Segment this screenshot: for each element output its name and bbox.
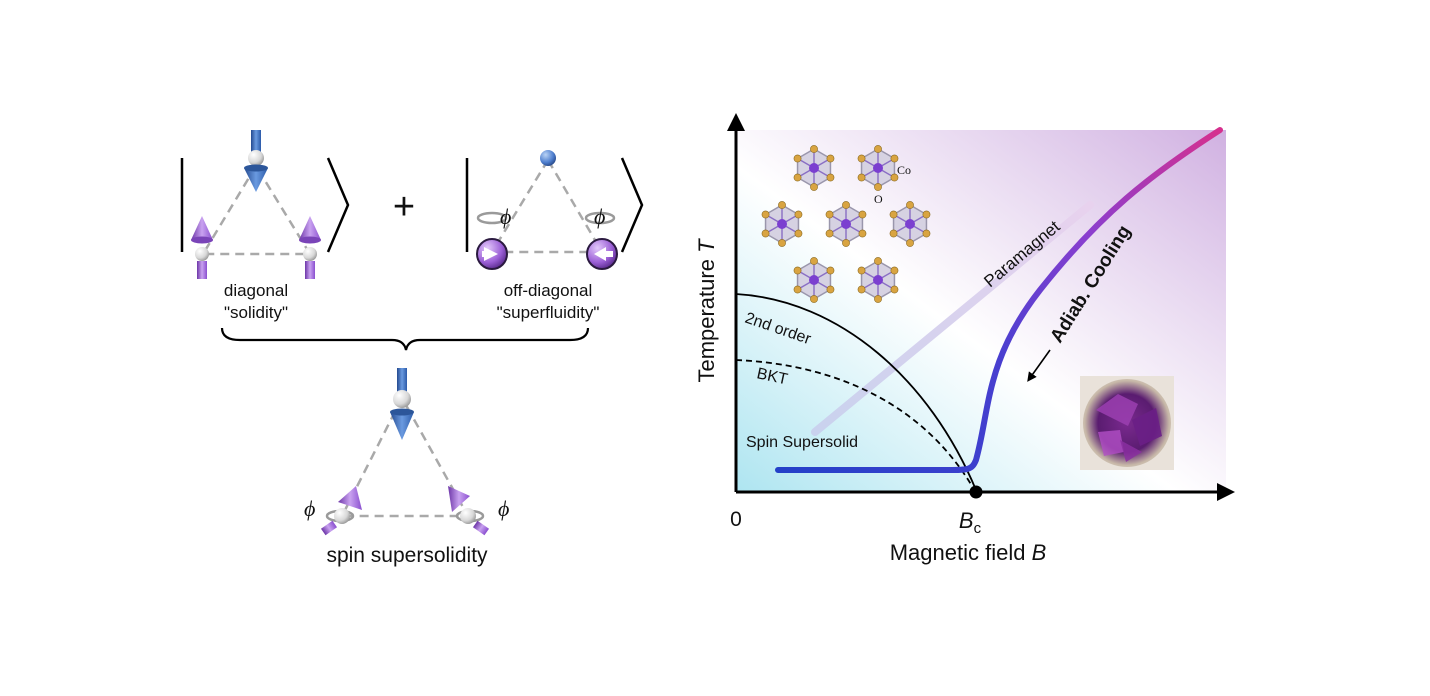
- arrow-left-icon: [594, 247, 606, 261]
- y-axis-label-group: Temperature T: [694, 238, 719, 383]
- diagonal-sub-label: "solidity": [224, 303, 288, 322]
- rotation-arrow-icon: [476, 211, 508, 225]
- phase-symbol: ϕ: [500, 204, 511, 229]
- critical-point: [969, 485, 983, 499]
- sample-photo: [1080, 376, 1174, 470]
- critical-field-label: Bc: [959, 508, 982, 537]
- coo6-unit-icon: [793, 257, 835, 303]
- paramagnet-line: [811, 201, 1094, 436]
- site-ball-top: [540, 150, 556, 166]
- dashed-triangle: [339, 395, 471, 518]
- spin-down-blue: [390, 368, 414, 440]
- curly-brace: [220, 327, 590, 351]
- spin-up-purple-right: [299, 216, 321, 279]
- dashed-triangle: [200, 163, 313, 256]
- rotation-arrow-icon: [584, 211, 616, 225]
- spin-supersolidity-label: spin supersolidity: [326, 544, 488, 567]
- coo6-unit-icon: [889, 201, 931, 247]
- spin-tilted-purple-right: ϕ: [448, 486, 509, 536]
- ket-angle-right: [620, 157, 644, 253]
- offdiagonal-sub-label: "superfluidity": [497, 303, 600, 322]
- rotation-site-left: ϕ: [476, 204, 511, 270]
- coo6-unit-icon: [825, 201, 867, 247]
- bkt-label: BKT: [755, 365, 789, 388]
- left-panel: diagonal "solidity" + ϕ ϕ: [180, 130, 644, 567]
- diagonal-label: diagonal: [224, 281, 288, 300]
- phase-symbol: ϕ: [304, 496, 315, 521]
- o-label: O: [874, 192, 883, 206]
- spin-supersolid-label: Spin Supersolid: [746, 434, 858, 451]
- dashed-triangle: [489, 157, 605, 254]
- plus-sign: +: [393, 186, 415, 228]
- ket-offdiagonal: ϕ ϕ off-diagonal "superfluidity": [465, 150, 644, 322]
- svg-text:Temperature T: Temperature T: [694, 238, 719, 383]
- rotation-site-right: ϕ: [584, 204, 618, 270]
- spin-down-blue: [244, 130, 268, 192]
- coo6-unit-icon: [857, 257, 899, 303]
- ket-diagonal: diagonal "solidity": [180, 130, 350, 322]
- offdiagonal-label: off-diagonal: [504, 281, 593, 300]
- second-order-boundary: [735, 293, 977, 491]
- supersolid-triangle: ϕ ϕ spin supersolidity: [304, 368, 509, 567]
- phase-diagram: Temperature T Magnetic field B 0 Bc Para…: [694, 113, 1235, 565]
- co-label: Co: [897, 163, 911, 177]
- phase-symbol: ϕ: [594, 204, 605, 229]
- y-axis-var: T: [694, 238, 719, 253]
- x-axis-var: B: [1032, 540, 1047, 565]
- x-axis-label: Magnetic field: [890, 540, 1026, 565]
- spin-tilted-purple-left: ϕ: [304, 486, 362, 536]
- y-axis-label: Temperature: [694, 259, 719, 383]
- crystal-structure: [761, 145, 931, 303]
- ket-angle-right: [326, 157, 350, 253]
- phase-symbol: ϕ: [498, 496, 509, 521]
- x-axis-label-group: Magnetic field B: [890, 540, 1047, 565]
- bkt-boundary: [735, 359, 973, 487]
- coo6-unit-icon: [793, 145, 835, 191]
- cooling-direction-arrow: [1027, 349, 1051, 382]
- adiabatic-cooling-curve: [775, 127, 1223, 473]
- coo6-unit-icon: [857, 145, 899, 191]
- spin-up-purple-left: [191, 216, 213, 279]
- origin-label: 0: [730, 508, 742, 531]
- coo6-unit-icon: [761, 201, 803, 247]
